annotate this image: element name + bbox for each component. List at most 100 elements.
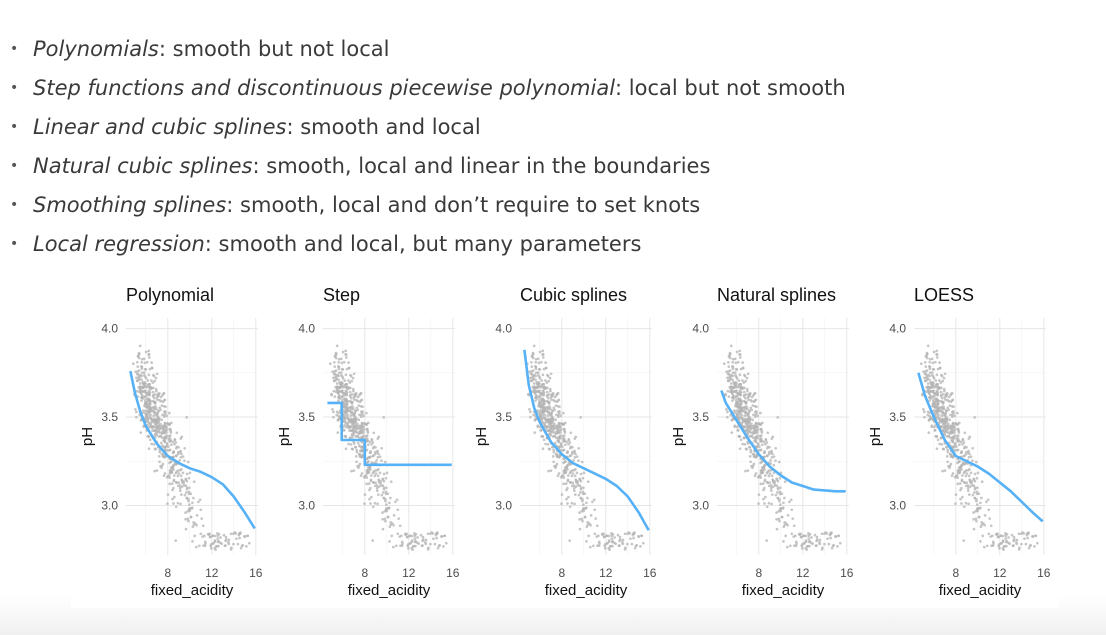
scatter-point bbox=[337, 411, 341, 415]
scatter-point bbox=[939, 393, 943, 397]
scatter-point bbox=[790, 508, 794, 512]
scatter-point bbox=[618, 539, 621, 543]
scatter-point bbox=[740, 422, 743, 425]
scatter-point bbox=[374, 472, 378, 475]
scatter-point bbox=[559, 422, 563, 425]
scatter-point bbox=[974, 517, 978, 521]
scatter-point bbox=[738, 349, 742, 353]
scatter-point bbox=[424, 542, 428, 546]
scatter-point bbox=[371, 441, 375, 444]
scatter-point bbox=[160, 404, 164, 407]
scatter-point bbox=[332, 376, 335, 380]
scatter-point bbox=[383, 517, 387, 521]
scatter-point bbox=[188, 471, 192, 475]
scatter-point bbox=[943, 427, 946, 431]
scatter-point bbox=[741, 361, 744, 364]
bullet-text: : smooth and local bbox=[286, 115, 481, 139]
scatter-point bbox=[741, 416, 744, 420]
scatter-point bbox=[353, 409, 357, 412]
scatter-point bbox=[725, 408, 728, 411]
scatter-point bbox=[1007, 541, 1010, 545]
scatter-point bbox=[947, 435, 951, 438]
scatter-point bbox=[344, 356, 348, 359]
scatter-point bbox=[165, 475, 169, 479]
scatter-point bbox=[421, 535, 425, 539]
scatter-point bbox=[632, 532, 636, 536]
scatter-point bbox=[340, 385, 343, 389]
scatter-point bbox=[562, 448, 566, 452]
scatter-point bbox=[769, 459, 772, 462]
scatter-point bbox=[150, 379, 153, 382]
scatter-point bbox=[176, 501, 180, 505]
scatter-point bbox=[150, 442, 153, 446]
scatter-point bbox=[166, 502, 169, 506]
scatter-point bbox=[386, 515, 390, 519]
scatter-point bbox=[775, 484, 779, 487]
scatter-point bbox=[156, 417, 160, 421]
scatter-point bbox=[344, 353, 348, 356]
scatter-point bbox=[144, 389, 147, 393]
scatter-point bbox=[923, 410, 926, 414]
scatter-point bbox=[197, 500, 200, 504]
scatter-point bbox=[389, 480, 393, 484]
scatter-point bbox=[932, 391, 936, 395]
scatter-point bbox=[818, 538, 822, 542]
scatter-point bbox=[748, 445, 751, 449]
scatter-point bbox=[369, 450, 373, 453]
scatter-point bbox=[750, 395, 754, 399]
scatter-point bbox=[174, 505, 178, 509]
scatter-point bbox=[188, 486, 191, 490]
scatter-point bbox=[746, 372, 750, 376]
scatter-point bbox=[549, 427, 552, 431]
scatter-point bbox=[1035, 541, 1039, 545]
scatter-point bbox=[566, 474, 570, 477]
scatter-point bbox=[737, 379, 741, 382]
scatter-point bbox=[995, 533, 999, 537]
scatter-point bbox=[766, 470, 770, 474]
scatter-point bbox=[746, 469, 750, 472]
y-axis-label: pH bbox=[670, 427, 687, 446]
scatter-point bbox=[545, 409, 549, 412]
y-axis-label: pH bbox=[473, 427, 490, 446]
scatter-point bbox=[742, 390, 746, 394]
scatter-point bbox=[344, 397, 348, 401]
scatter-point bbox=[923, 379, 927, 383]
scatter-point bbox=[354, 455, 358, 458]
scatter-point bbox=[940, 419, 944, 423]
scatter-point bbox=[376, 493, 380, 496]
scatter-point bbox=[387, 507, 391, 510]
scatter-point bbox=[956, 422, 960, 426]
scatter-point bbox=[334, 356, 338, 360]
scatter-point bbox=[928, 378, 931, 382]
scatter-point bbox=[388, 540, 391, 543]
scatter-point bbox=[969, 471, 973, 475]
scatter-point bbox=[610, 534, 614, 538]
scatter-point bbox=[602, 535, 606, 539]
scatter-point bbox=[224, 544, 227, 547]
scatter-point bbox=[748, 393, 751, 397]
scatter-point bbox=[951, 456, 955, 459]
scatter-point bbox=[185, 479, 189, 483]
scatter-point bbox=[759, 427, 763, 431]
scatter-point bbox=[733, 357, 737, 361]
y-tick-label: 4.0 bbox=[889, 322, 906, 336]
scatter-point bbox=[1015, 542, 1019, 546]
scatter-point bbox=[607, 534, 611, 538]
scatter-point bbox=[559, 442, 563, 445]
scatter-point bbox=[392, 523, 395, 527]
scatter-point bbox=[581, 497, 584, 501]
scatter-point bbox=[604, 547, 607, 550]
scatter-point bbox=[146, 384, 150, 387]
scatter-point bbox=[571, 445, 574, 449]
scatter-point bbox=[939, 390, 943, 394]
scatter-point bbox=[152, 405, 155, 409]
scatter-point bbox=[733, 371, 737, 374]
scatter-point bbox=[752, 413, 755, 417]
scatter-point bbox=[157, 429, 161, 433]
scatter-point bbox=[536, 357, 540, 361]
scatter-point bbox=[192, 523, 196, 527]
scatter-point bbox=[800, 544, 804, 548]
scatter-point bbox=[337, 399, 340, 402]
scatter-point bbox=[210, 547, 213, 550]
scatter-point bbox=[578, 477, 582, 481]
